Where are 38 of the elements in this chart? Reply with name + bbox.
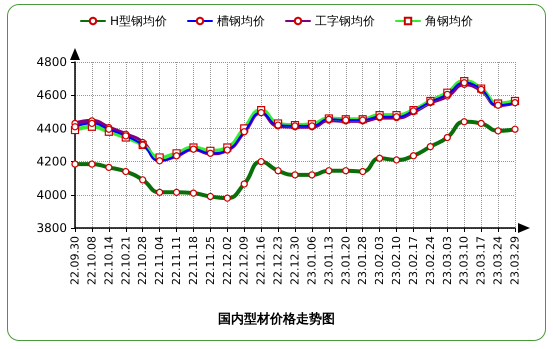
x-tick-label: 22.12.23 bbox=[272, 236, 285, 285]
x-tick-label: 22.09.30 bbox=[68, 236, 82, 285]
x-tick-label: 22.10.14 bbox=[102, 236, 116, 285]
x-tick-label: 23.03.03 bbox=[440, 236, 454, 285]
x-tick-label: 23.03.10 bbox=[458, 236, 471, 285]
x-tick-label: 23.01.28 bbox=[356, 236, 370, 285]
x-tick-label: 23.02.17 bbox=[406, 236, 420, 285]
x-tick-label: 22.12.02 bbox=[220, 236, 234, 285]
text: 国内型材价格走势图 bbox=[218, 311, 335, 327]
x-tick-label: 22.10.21 bbox=[119, 236, 132, 285]
y-tick-label: 3800 bbox=[36, 221, 67, 235]
legend-label: 角钢均价 bbox=[425, 14, 474, 28]
x-tick-label: 23.03.24 bbox=[492, 236, 505, 285]
x-tick-label: 22.11.25 bbox=[204, 236, 217, 285]
legend-label: 工字钢均价 bbox=[315, 14, 376, 28]
y-tick-label: 4200 bbox=[36, 154, 67, 169]
x-tick-label: 22.12.30 bbox=[288, 236, 302, 285]
y-tick-label: 4800 bbox=[36, 55, 67, 69]
y-tick-label: 4000 bbox=[36, 188, 67, 202]
x-tick-label: 23.03.29 bbox=[508, 236, 522, 285]
x-tick-label: 23.02.24 bbox=[424, 236, 437, 285]
x-tick-label: 22.12.09 bbox=[238, 236, 251, 285]
x-tick-label: 22.11.11 bbox=[170, 236, 184, 285]
x-tick-label: 22.11.04 bbox=[153, 236, 166, 285]
x-tick-label: 23.03.17 bbox=[474, 236, 488, 285]
x-tick-label: 23.01.13 bbox=[322, 236, 336, 285]
x-tick-label: 23.01.20 bbox=[339, 236, 352, 285]
legend-label: H型钢均价 bbox=[110, 14, 168, 28]
x-tick-label: 22.10.08 bbox=[85, 236, 98, 285]
y-tick-label: 4600 bbox=[36, 88, 67, 102]
y-tick-label: 4400 bbox=[36, 121, 67, 136]
x-tick-label: 22.10.28 bbox=[136, 236, 150, 285]
x-tick-label: 23.02.03 bbox=[373, 236, 386, 285]
x-tick-label: 22.12.16 bbox=[254, 236, 268, 285]
x-tick-label: 23.02.10 bbox=[390, 236, 404, 285]
x-tick-label: 23.01.06 bbox=[305, 236, 318, 285]
x-tick-label: 22.11.18 bbox=[186, 236, 200, 285]
legend-label: 槽钢均价 bbox=[217, 14, 266, 28]
